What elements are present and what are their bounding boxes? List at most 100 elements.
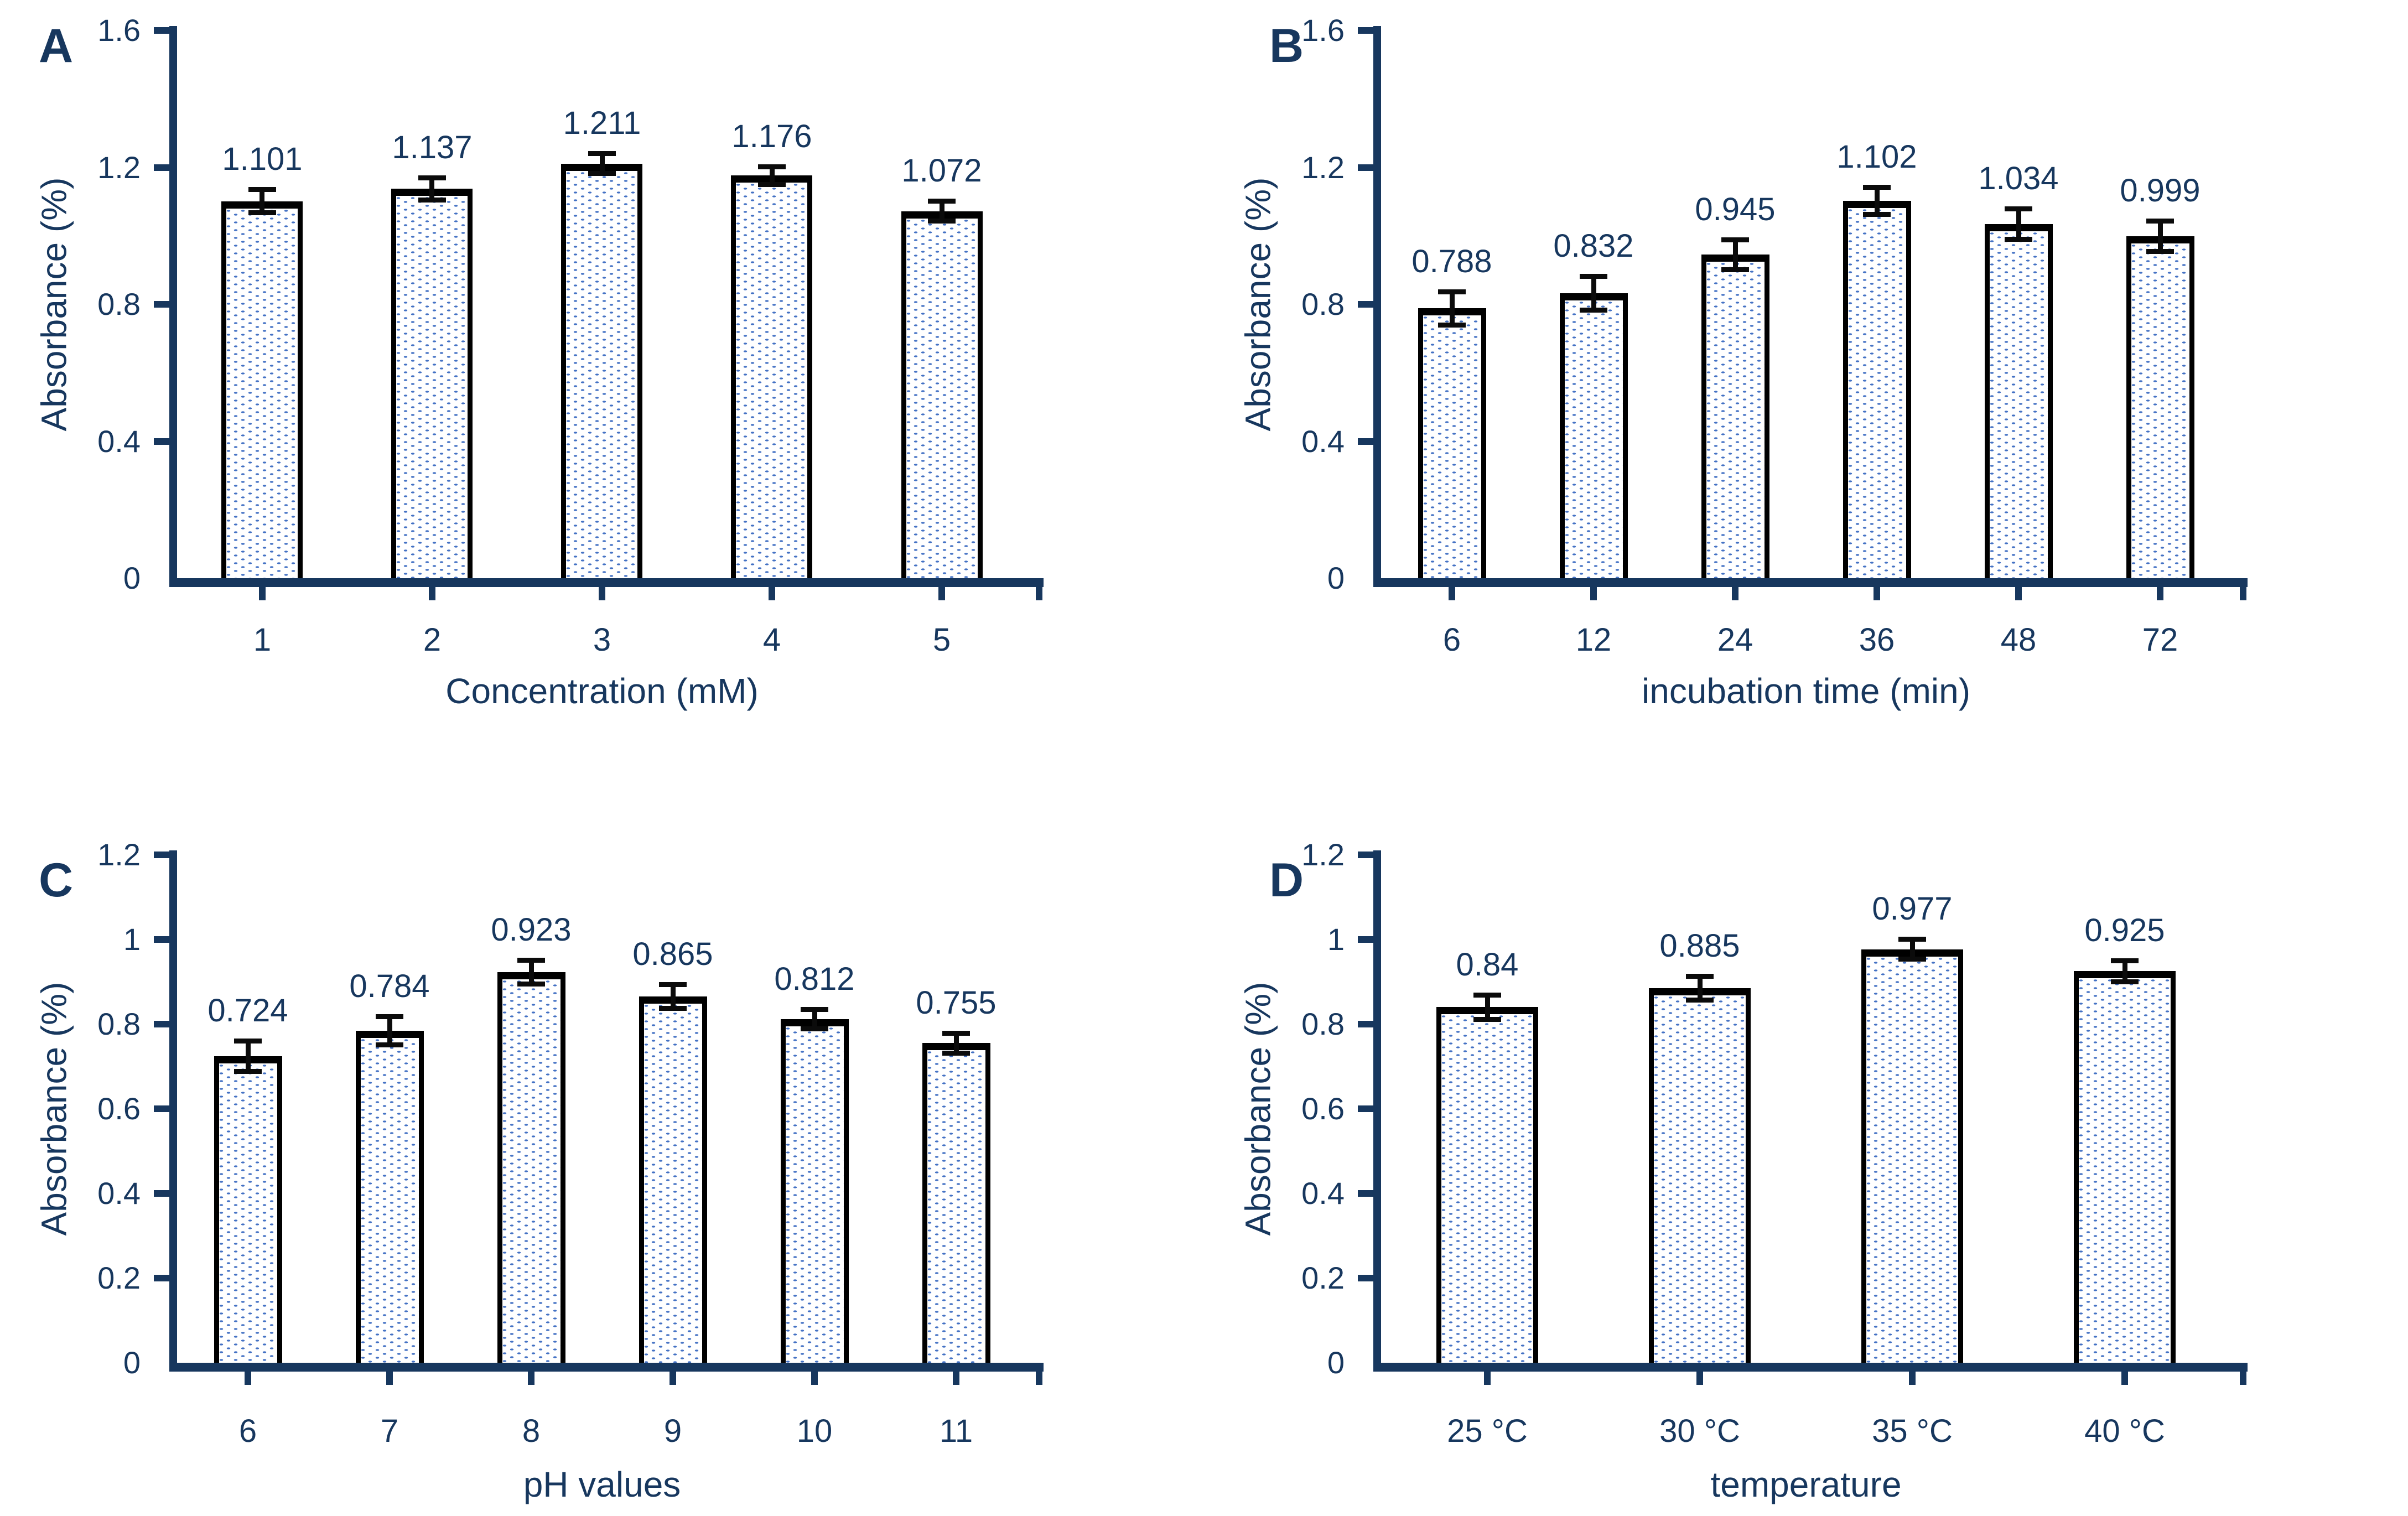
x-axis-title: temperature	[1710, 1465, 1902, 1504]
bar	[1418, 308, 1486, 578]
bar	[497, 972, 565, 1363]
error-bar-line	[1698, 978, 1703, 999]
error-bar-cap-top	[2146, 219, 2174, 224]
bar-value-label: 1.211	[563, 105, 641, 141]
error-bar-cap-bottom	[234, 1069, 262, 1074]
error-bar-cap-bottom	[1580, 308, 1607, 313]
error-bar-line	[2016, 210, 2021, 238]
x-tick-label: 3	[593, 622, 611, 658]
y-tick	[154, 1021, 169, 1027]
x-axis-end-tick	[2240, 587, 2246, 600]
error-bar-line	[770, 168, 775, 183]
y-tick-label: 0.6	[1301, 1091, 1345, 1126]
x-tick	[1909, 1372, 1916, 1385]
error-bar-cap-bottom	[1863, 212, 1891, 217]
bar-value-label: 0.812	[774, 961, 855, 997]
bar	[1843, 201, 1911, 578]
y-tick-label: 0.2	[1301, 1260, 1345, 1295]
error-bar-cap-top	[1721, 237, 1749, 242]
x-tick	[528, 1372, 534, 1385]
error-bar-cap-top	[588, 151, 616, 156]
bar-value-label: 0.788	[1411, 243, 1492, 279]
y-axis-line	[1373, 850, 1381, 1363]
y-tick-label: 0.6	[97, 1091, 141, 1126]
error-bar-cap-bottom	[1473, 1017, 1501, 1022]
y-tick-label: 0	[1327, 560, 1345, 595]
y-tick-label: 0.4	[1301, 1176, 1345, 1211]
error-bar-cap-top	[942, 1031, 970, 1036]
x-tick-label: 8	[522, 1413, 541, 1449]
error-bar-line	[1591, 278, 1596, 309]
x-tick	[1484, 1372, 1491, 1385]
y-tick	[1358, 936, 1373, 943]
error-bar-line	[1875, 189, 1880, 212]
error-bar-cap-bottom	[1686, 998, 1714, 1003]
panel-c-chart: Absorbance (%) 0 0.2 0.4 0.6 0.8 1 1.2 0.724 6 0.7…	[0, 758, 1204, 1516]
bar	[1436, 1007, 1538, 1363]
bar-value-label: 0.755	[916, 985, 997, 1021]
y-tick-label: 0	[123, 560, 141, 595]
panel-a-chart: Absorbance (%) 0 0.4 0.8 1.2 1.6 1.101 1 1.137 2 1…	[0, 0, 1204, 758]
error-bar-cap-top	[928, 199, 956, 204]
x-axis-end-tick	[1036, 587, 1042, 600]
panel-d-letter: D	[1269, 854, 1304, 907]
error-bar-cap-bottom	[418, 198, 446, 203]
error-bar-line	[246, 1042, 251, 1070]
error-bar-line	[812, 1011, 817, 1028]
x-axis-title: incubation time (min)	[1642, 671, 1970, 711]
bar	[391, 189, 473, 578]
error-bar-line	[940, 203, 944, 220]
bar	[1560, 293, 1628, 578]
y-tick	[154, 852, 169, 858]
error-bar-cap-top	[517, 958, 545, 963]
x-tick-label: 10	[796, 1413, 833, 1449]
bar-value-label: 0.925	[2084, 912, 2165, 948]
panel-b: B Absorbance (%) 0 0.4 0.8 1.2 1.6 0.788 6 0.832…	[1204, 0, 2408, 758]
x-axis-title: pH values	[523, 1465, 681, 1504]
panel-d-chart: Absorbance (%) 0 0.2 0.4 0.6 0.8 1 1.2 0.84 25 °C…	[1204, 758, 2408, 1516]
bar-value-label: 0.999	[2120, 173, 2201, 209]
error-bar-cap-top	[1438, 289, 1466, 294]
error-bar-cap-top	[1686, 974, 1714, 979]
x-axis-end-tick	[1036, 1372, 1042, 1385]
y-tick	[154, 1190, 169, 1197]
x-axis-line	[1373, 1363, 2248, 1372]
error-bar-line	[387, 1018, 392, 1043]
y-tick-label: 0.2	[97, 1260, 141, 1295]
y-tick-label: 1	[1327, 922, 1345, 957]
error-bar-cap-bottom	[942, 1051, 970, 1056]
bar	[731, 175, 812, 578]
error-bar-cap-top	[2111, 958, 2139, 963]
error-bar-line	[2122, 962, 2127, 981]
x-tick-label: 11	[939, 1413, 973, 1449]
bar	[1861, 949, 1963, 1363]
x-tick-label: 12	[1575, 622, 1612, 658]
x-tick	[599, 587, 605, 600]
bar	[356, 1031, 424, 1363]
y-axis-line	[1373, 26, 1381, 578]
bar	[1649, 988, 1751, 1363]
x-tick-label: 25 °C	[1447, 1413, 1528, 1449]
error-bar-cap-top	[1473, 993, 1501, 998]
x-tick-label: 7	[380, 1413, 399, 1449]
x-tick-label: 48	[2000, 622, 2037, 658]
error-bar-cap-bottom	[1438, 323, 1466, 328]
y-tick	[154, 438, 169, 445]
error-bar-cap-top	[1580, 274, 1607, 279]
y-tick	[1358, 438, 1373, 445]
x-tick	[1874, 587, 1880, 600]
y-axis-line	[169, 26, 177, 578]
error-bar-cap-bottom	[659, 1006, 687, 1011]
x-tick	[1696, 1372, 1703, 1385]
x-tick-label: 30 °C	[1659, 1413, 1740, 1449]
x-tick	[953, 1372, 959, 1385]
x-tick	[2157, 587, 2163, 600]
x-tick-label: 4	[762, 622, 781, 658]
x-tick	[769, 587, 775, 600]
x-tick-label: 1	[253, 622, 272, 658]
error-bar-cap-top	[801, 1007, 828, 1012]
x-tick-label: 36	[1859, 622, 1895, 658]
error-bar-line	[954, 1035, 959, 1052]
y-tick	[1358, 1105, 1373, 1112]
